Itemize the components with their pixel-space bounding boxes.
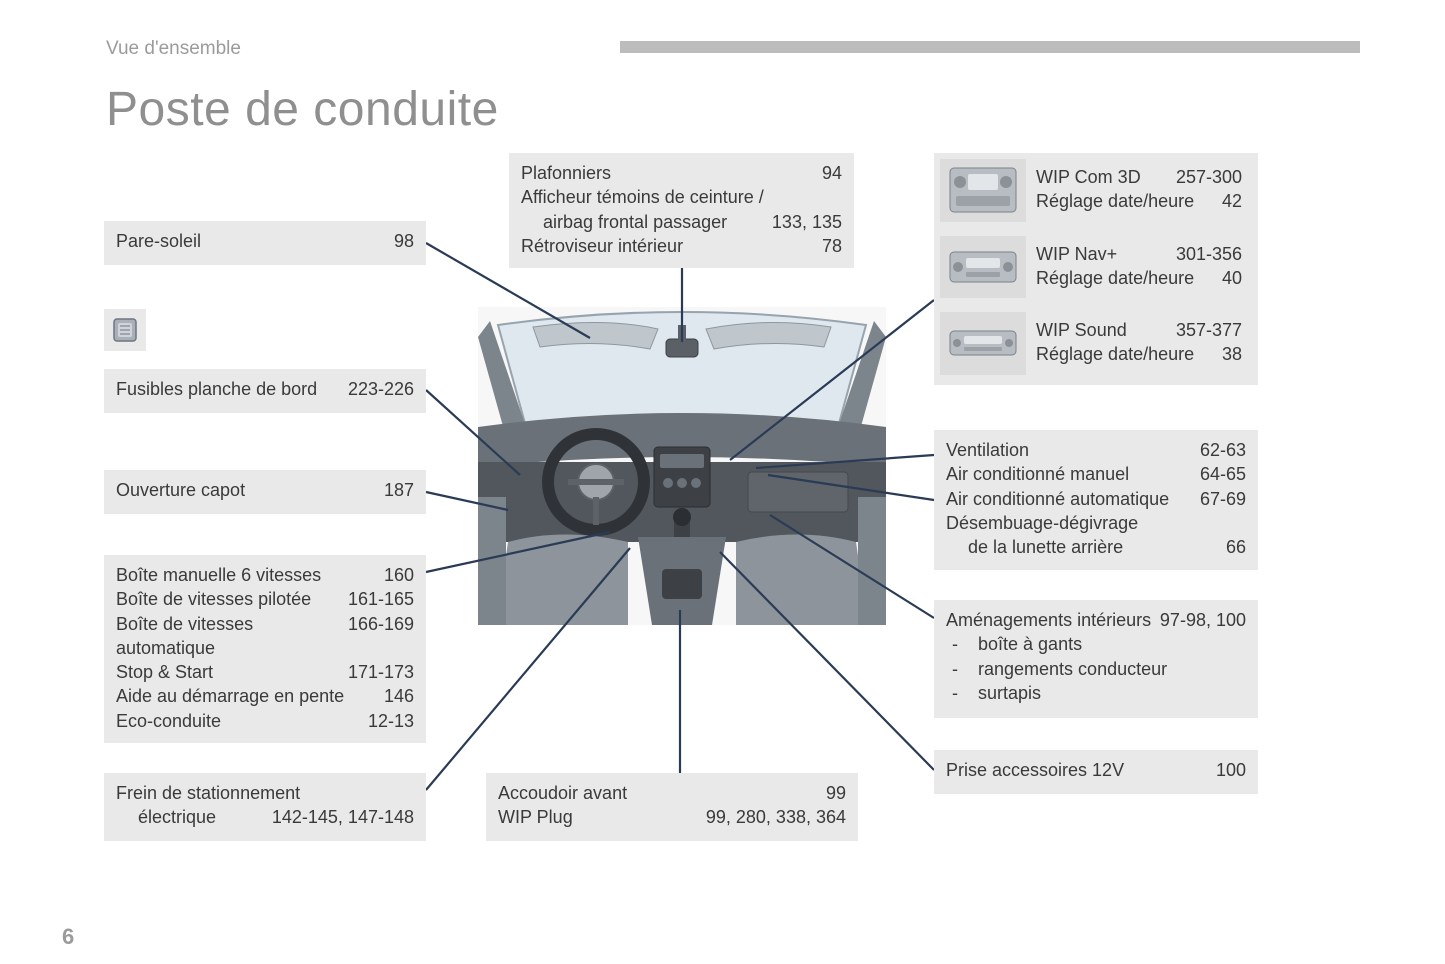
callout-pages: 161-165 (348, 587, 414, 611)
page-number: 6 (62, 924, 74, 950)
callout-label: Frein de stationnement (116, 781, 414, 805)
bullet-item: -boîte à gants (946, 632, 1246, 656)
callout-label: Boîte manuelle 6 vitesses (116, 563, 384, 587)
callout-pages: 146 (384, 684, 414, 708)
callout-label: Réglage date/heure (1036, 266, 1222, 290)
page-title: Poste de conduite (106, 82, 499, 137)
callout-pages: 166-169 (348, 612, 414, 636)
callout-box-pare-soleil: Pare-soleil 98 (104, 221, 426, 265)
callout-box-prise-12v: Prise accessoires 12V 100 (934, 750, 1258, 794)
callout-label: Prise accessoires 12V (946, 758, 1216, 782)
callout-label: Ouverture capot (116, 478, 384, 502)
callout-pages: 257-300 (1176, 165, 1242, 189)
callout-label: WIP Nav+ (1036, 242, 1176, 266)
callout-box-accoudoir: Accoudoir avant 99 WIP Plug 99, 280, 338… (486, 773, 858, 841)
callout-label: airbag frontal passager (521, 210, 772, 234)
callout-label: Réglage date/heure (1036, 189, 1222, 213)
callout-pages: 78 (822, 234, 842, 258)
callout-label: Aide au démarrage en pente (116, 684, 384, 708)
section-label: Vue d'ensemble (106, 38, 241, 60)
callout-label: Stop & Start (116, 660, 348, 684)
callout-pages: 142-145, 147-148 (272, 805, 414, 829)
dashboard-illustration (478, 307, 886, 625)
header-bar (620, 41, 1360, 53)
radio-large-icon (940, 159, 1026, 222)
callout-label: WIP Com 3D (1036, 165, 1176, 189)
callout-pages: 94 (822, 161, 842, 185)
fuse-box-icon (104, 309, 146, 351)
callout-pages: 40 (1222, 266, 1242, 290)
callout-pages: 62-63 (1200, 438, 1246, 462)
callout-box-fusibles: Fusibles planche de bord 223-226 (104, 369, 426, 413)
callout-label: Rétroviseur intérieur (521, 234, 822, 258)
callout-label: Désembuage-dégivrage (946, 511, 1246, 535)
callout-label: WIP Plug (498, 805, 706, 829)
callout-label: Boîte de vitesses automatique (116, 612, 348, 661)
callout-label: Accoudoir avant (498, 781, 826, 805)
callout-pages: 64-65 (1200, 462, 1246, 486)
callout-pages: 100 (1216, 758, 1246, 782)
callout-pages: 187 (384, 478, 414, 502)
radio-small-icon (940, 312, 1026, 375)
callout-label: Aménagements intérieurs (946, 608, 1160, 632)
callout-label: Fusibles planche de bord (116, 377, 348, 401)
media-unit-wip-com-3d: WIP Com 3D 257-300 Réglage date/heure 42 (940, 159, 1252, 222)
callout-pages: 171-173 (348, 660, 414, 684)
radio-mid-icon (940, 236, 1026, 299)
callout-pages: 160 (384, 563, 414, 587)
callout-label: de la lunette arrière (946, 535, 1226, 559)
callout-pages: 42 (1222, 189, 1242, 213)
callout-pages: 97-98, 100 (1160, 608, 1246, 632)
callout-pages: 99, 280, 338, 364 (706, 805, 846, 829)
media-unit-wip-sound: WIP Sound 357-377 Réglage date/heure 38 (940, 312, 1252, 375)
callout-pages: 67-69 (1200, 487, 1246, 511)
bullet-item: -surtapis (946, 681, 1246, 705)
callout-pages: 301-356 (1176, 242, 1242, 266)
callout-label: électrique (116, 805, 272, 829)
callout-label: Eco-conduite (116, 709, 368, 733)
callout-box-frein-stationnement: Frein de stationnement électrique 142-14… (104, 773, 426, 841)
callout-pages: 12-13 (368, 709, 414, 733)
callout-box-amenagements: Aménagements intérieurs 97-98, 100 -boît… (934, 600, 1258, 718)
callout-label: Plafonniers (521, 161, 822, 185)
callout-pages: 66 (1226, 535, 1246, 559)
callout-label: Air conditionné automatique (946, 487, 1200, 511)
callout-pages: 223-226 (348, 377, 414, 401)
callout-label: WIP Sound (1036, 318, 1176, 342)
callout-pages: 133, 135 (772, 210, 842, 234)
callout-label: Ventilation (946, 438, 1200, 462)
callout-box-plafonniers: Plafonniers 94 Afficheur témoins de cein… (509, 153, 854, 268)
callout-box-boite-vitesses: Boîte manuelle 6 vitesses 160 Boîte de v… (104, 555, 426, 743)
bullet-item: -rangements conducteur (946, 657, 1246, 681)
callout-label: Afficheur témoins de ceinture / (521, 185, 842, 209)
media-unit-wip-nav-plus: WIP Nav+ 301-356 Réglage date/heure 40 (940, 236, 1252, 299)
callout-pages: 357-377 (1176, 318, 1242, 342)
callout-box-ventilation: Ventilation 62-63 Air conditionné manuel… (934, 430, 1258, 570)
callout-label: Air conditionné manuel (946, 462, 1200, 486)
callout-pages: 99 (826, 781, 846, 805)
callout-box-ouverture-capot: Ouverture capot 187 (104, 470, 426, 514)
callout-label: Réglage date/heure (1036, 342, 1222, 366)
callout-pages: 98 (394, 229, 414, 253)
media-units-box: WIP Com 3D 257-300 Réglage date/heure 42… (934, 153, 1258, 385)
callout-pages: 38 (1222, 342, 1242, 366)
callout-label: Pare-soleil (116, 229, 394, 253)
callout-label: Boîte de vitesses pilotée (116, 587, 348, 611)
